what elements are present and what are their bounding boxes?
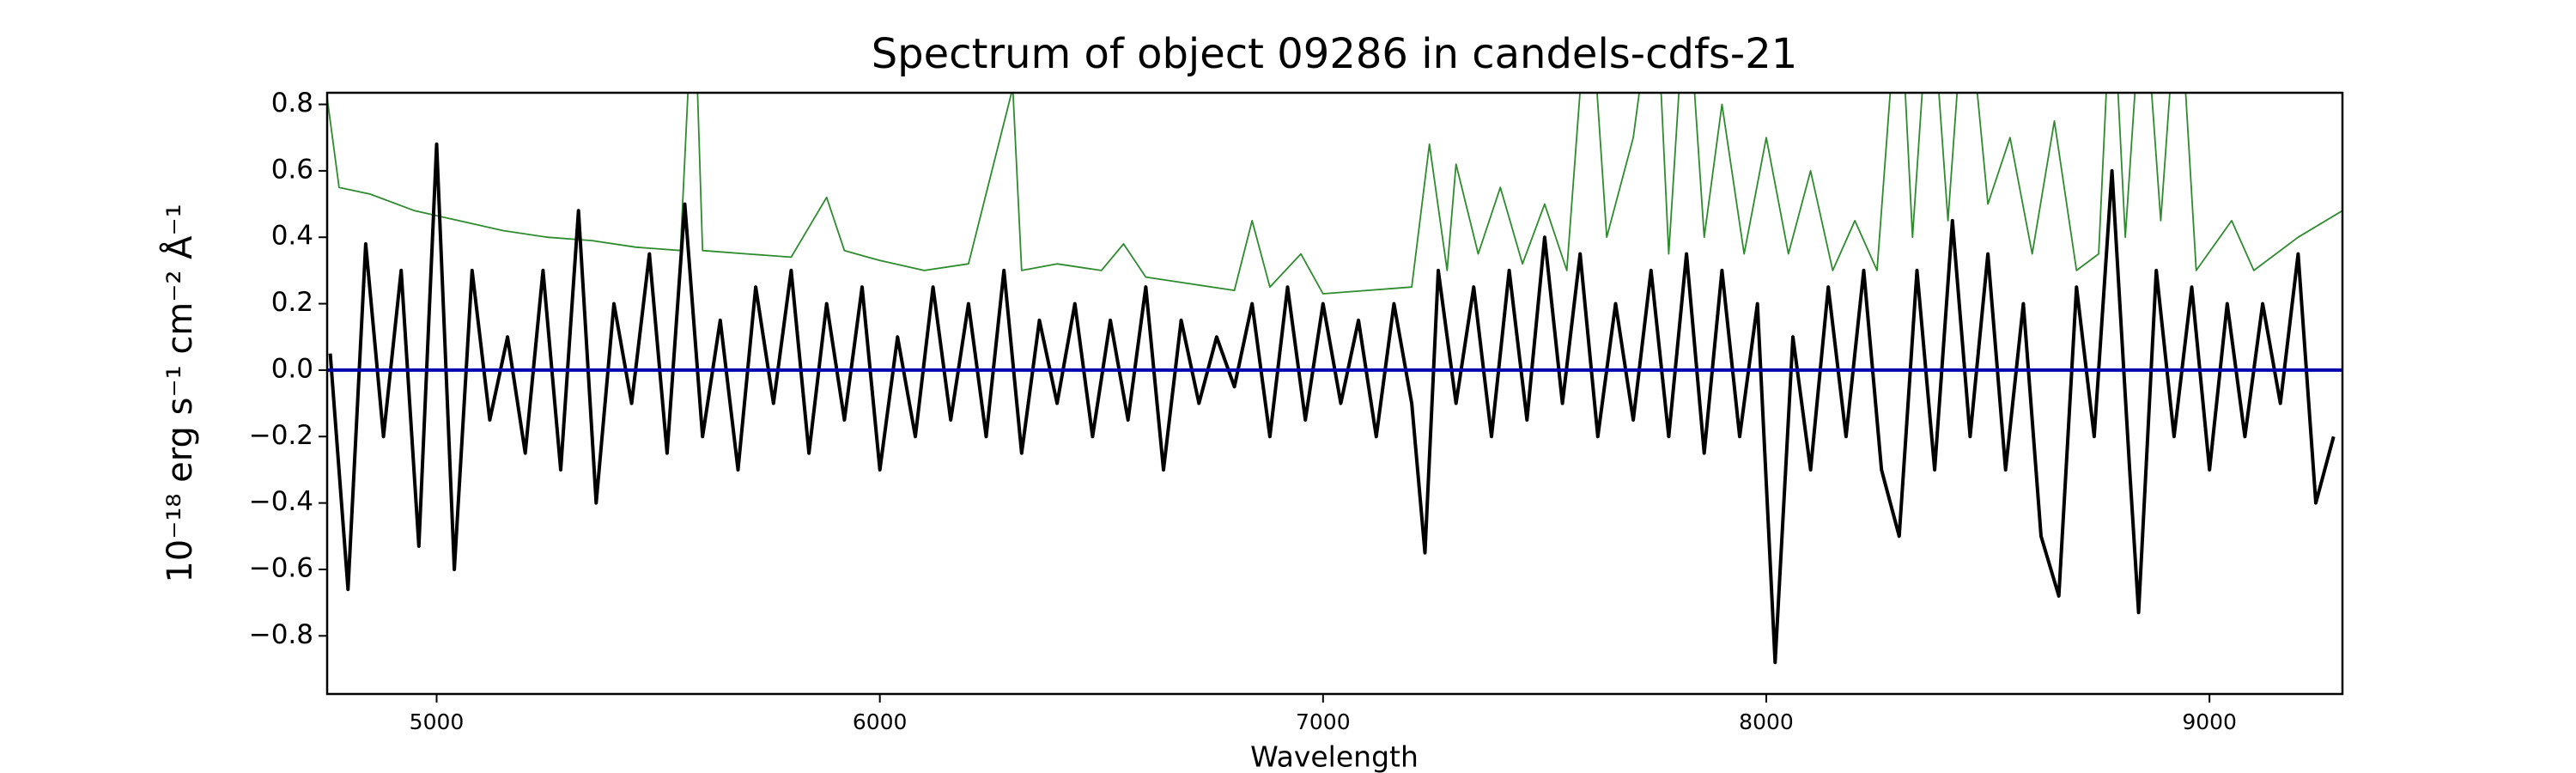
y-tick-label: −0.4 (249, 486, 313, 517)
y-tick-label: 0.6 (271, 154, 313, 185)
x-tick-label: 9000 (2182, 709, 2237, 734)
y-tick-label: −0.2 (249, 420, 313, 451)
y-tick-label: 0.0 (271, 353, 313, 384)
spectrum-line (328, 142, 2336, 665)
y-tick-label: −0.8 (249, 619, 313, 650)
x-tick-label: 8000 (1739, 709, 1794, 734)
chart-title: Spectrum of object 09286 in candels-cdfs… (872, 30, 1798, 78)
x-tick-label: 5000 (410, 709, 465, 734)
y-tick-label: 0.2 (271, 287, 313, 318)
y-tick-label: 0.8 (271, 88, 313, 119)
x-axis-label: Wavelength (1250, 740, 1419, 773)
plot-frame (325, 91, 2344, 696)
y-tick-label: 0.4 (271, 221, 313, 252)
y-axis-label: 10⁻¹⁸ erg s⁻¹ cm⁻² Å⁻¹ (159, 204, 200, 582)
x-tick-label: 6000 (853, 709, 908, 734)
spectrum-line (327, 93, 2342, 295)
y-tick-label: −0.6 (249, 552, 313, 583)
x-tick-label: 7000 (1296, 709, 1351, 734)
plot-area (327, 93, 2342, 665)
